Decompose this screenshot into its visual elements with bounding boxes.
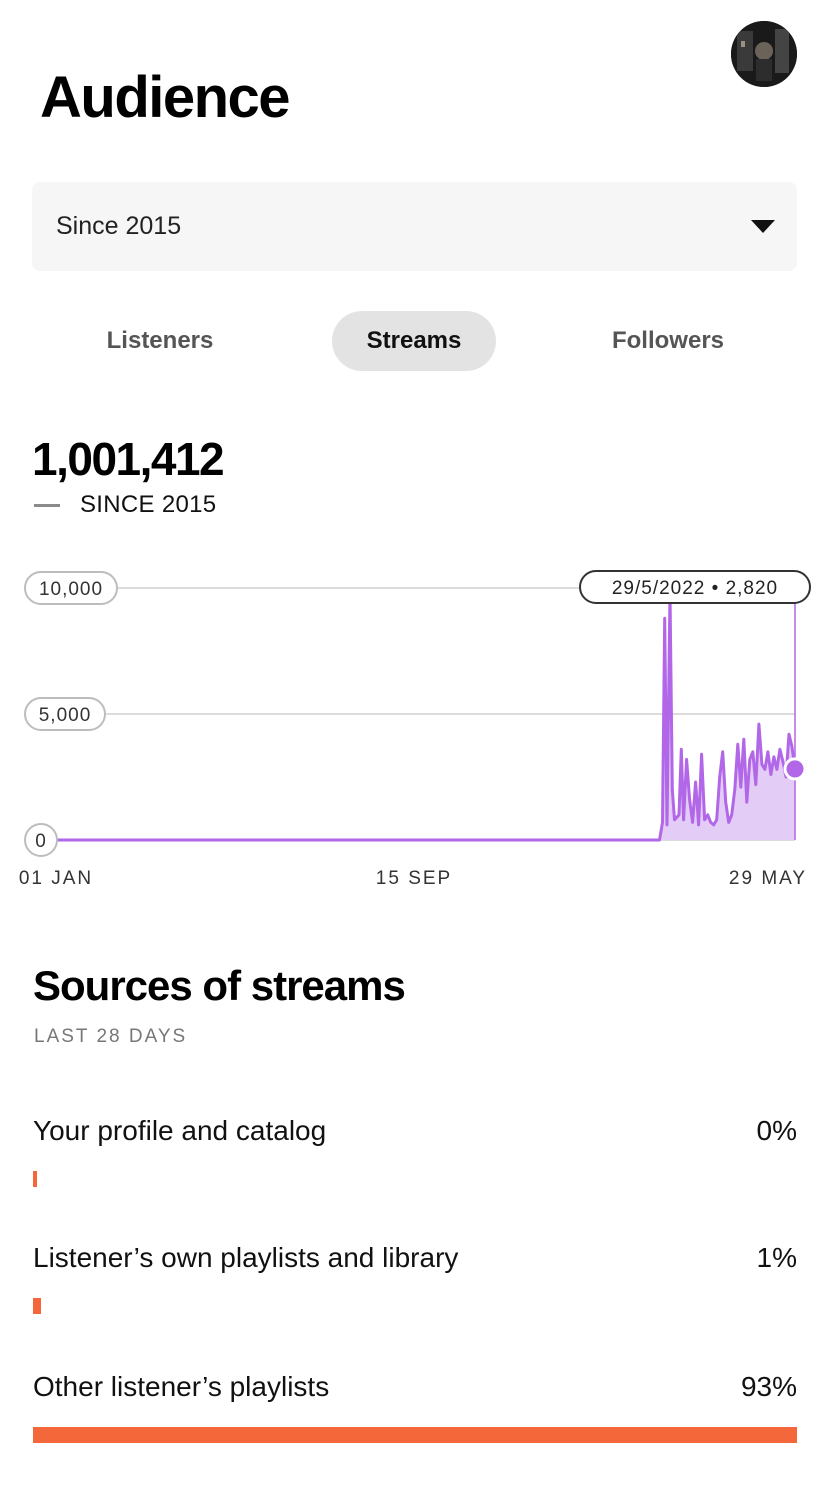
metric-tabs: Listeners Streams Followers — [32, 311, 797, 371]
y-tick-pill — [24, 823, 58, 857]
tab-followers[interactable]: Followers — [584, 311, 752, 371]
profile-avatar[interactable] — [731, 21, 797, 87]
y-tick-pill — [24, 697, 106, 731]
tab-listeners-label: Listeners — [106, 327, 214, 354]
source-bar — [33, 1171, 37, 1187]
legend-dash-icon — [34, 503, 60, 507]
sources-subtitle: LAST 28 DAYS — [34, 1026, 188, 1047]
source-item-profile: Your profile and catalog 0% — [33, 1115, 797, 1187]
tab-streams-label: Streams — [366, 327, 462, 354]
tooltip-label: 29/5/2022 • 2,820 — [612, 578, 778, 599]
series-line — [42, 591, 797, 842]
period-select-value: Since 2015 — [56, 212, 182, 240]
data-point — [783, 757, 807, 781]
tab-streams[interactable]: Streams — [332, 311, 496, 371]
period-select[interactable]: Since 2015 — [32, 182, 797, 271]
chevron-down-icon — [751, 219, 775, 233]
y-tick-label: 5,000 — [39, 705, 92, 726]
x-tick-label: 15 SEP — [376, 868, 452, 889]
source-label: Your profile and catalog — [33, 1115, 327, 1146]
source-item-other-playlists: Other listener’s playlists 93% — [33, 1371, 797, 1443]
source-bar — [33, 1298, 41, 1314]
page-title: Audience — [40, 65, 291, 130]
source-percent: 1% — [756, 1242, 797, 1273]
sources-title: Sources of streams — [33, 962, 406, 1009]
source-item-own-playlists: Listener’s own playlists and library 1% — [33, 1242, 797, 1314]
chart-legend: SINCE 2015 — [34, 491, 216, 519]
tab-listeners[interactable]: Listeners — [72, 311, 248, 371]
series-area — [42, 593, 795, 840]
tab-followers-label: Followers — [611, 327, 725, 354]
tooltip-pill — [579, 570, 811, 604]
source-percent: 0% — [756, 1115, 797, 1146]
y-tick-label: 10,000 — [39, 579, 103, 600]
y-tick-label: 0 — [35, 831, 47, 852]
source-label: Other listener’s playlists — [33, 1371, 330, 1402]
streams-chart-svg: 10,000 5,000 0 29/5/2022 • 2,820 01 JAN 15 SE… — [19, 570, 811, 889]
source-bar — [33, 1427, 797, 1443]
total-streams: 1,001,412 — [32, 433, 225, 485]
avatar-photo — [731, 21, 797, 87]
y-tick-pill — [24, 571, 118, 605]
source-percent: 93% — [740, 1371, 797, 1402]
legend-label: SINCE 2015 — [80, 491, 217, 518]
streams-chart[interactable]: 10,000 5,000 0 29/5/2022 • 2,820 01 JAN 15 SE… — [0, 560, 828, 900]
x-tick-label: 01 JAN — [19, 868, 93, 889]
source-label: Listener’s own playlists and library — [33, 1242, 459, 1273]
x-tick-label: 29 MAY — [729, 868, 807, 889]
